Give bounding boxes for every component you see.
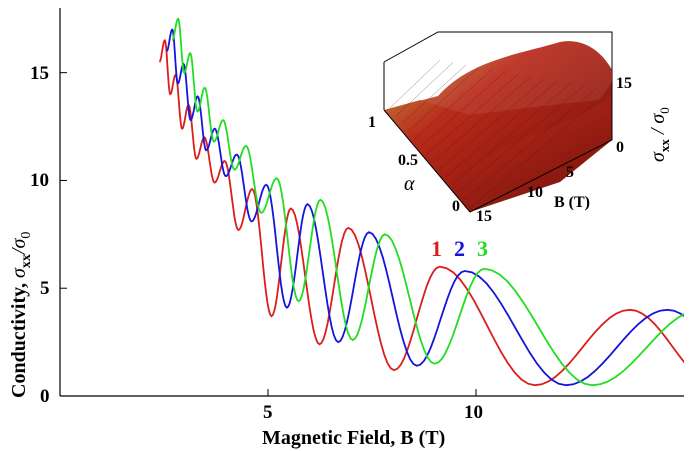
y-tick-label-5: 5 [40,278,50,299]
series-label-3: 3 [477,236,488,261]
series-label-2: 2 [454,236,465,261]
inset-3d-plot: 1 0.5 0 α 15 10 5 B (T) 15 0 σxx / σ0 [360,30,672,225]
y-axis-title-symbol: σ [8,267,30,278]
tick-layer [60,72,477,396]
inset-z-tick-0: 0 [616,139,624,156]
inset-z-label-symbol: σ [647,151,669,162]
y-tick-label-0: 0 [40,386,50,407]
y-axis-title-sub0: 0 [19,232,34,239]
inset-b-axis-label: B (T) [554,194,590,211]
y-axis-title-text: Conductivity, [8,278,30,398]
inset-alpha-tick-0: 0 [452,198,460,215]
inset-z-tick-15: 15 [616,75,632,92]
inset-mesh-line [408,66,480,132]
inset-mesh-line [457,85,585,193]
inset-z-label-sub0: 0 [657,107,672,114]
inset-z-label-sub: xx [657,139,672,153]
x-tick-label-10: 10 [464,402,483,423]
inset-mesh-line [402,64,467,124]
inset-mesh-line [439,78,545,170]
inset-mesh-line [451,82,571,186]
series-line-1 [158,38,684,387]
inset-mesh-line [426,73,519,155]
inset-alpha-axis-label: α [404,173,415,195]
inset-alpha-tick-1: 1 [368,114,376,131]
inset-z-label-over: / σ [647,113,669,140]
inset-box-back [383,31,613,82]
y-axis-title-over: /σ [8,238,30,256]
inset-z-axis-label: σxx / σ0 [647,107,672,162]
x-tick-label-5: 5 [263,402,273,423]
inset-b-tick-15: 15 [476,208,492,225]
inset-mesh-line [389,59,441,109]
series-layer [158,17,684,387]
series-line-3 [171,17,684,387]
inset-mesh-line [463,87,598,201]
inset-mesh-line [420,71,506,147]
inset-mesh-line [414,69,493,139]
inset-b-tick-10: 10 [527,184,543,201]
series-label-1: 1 [431,236,442,261]
inset-surface-mesh [389,59,611,209]
y-axis-title: Conductivity, σxx/σ0 [8,232,34,398]
y-tick-label-15: 15 [30,63,49,84]
series-line-2 [166,28,684,387]
inset-box-front [383,82,613,213]
inset-surface-ridges [384,41,612,213]
inset-mesh-line [395,62,454,116]
x-axis-title: Magnetic Field, B (T) [262,427,445,449]
y-axis-title-sub: xx [19,254,34,268]
inset-b-tick-5: 5 [566,164,574,181]
inset-mesh-line [445,80,558,178]
inset-alpha-tick-0-5: 0.5 [398,152,418,169]
inset-mesh-line [469,89,611,209]
y-tick-label-10: 10 [30,170,49,191]
inset-mesh-line [432,75,532,163]
